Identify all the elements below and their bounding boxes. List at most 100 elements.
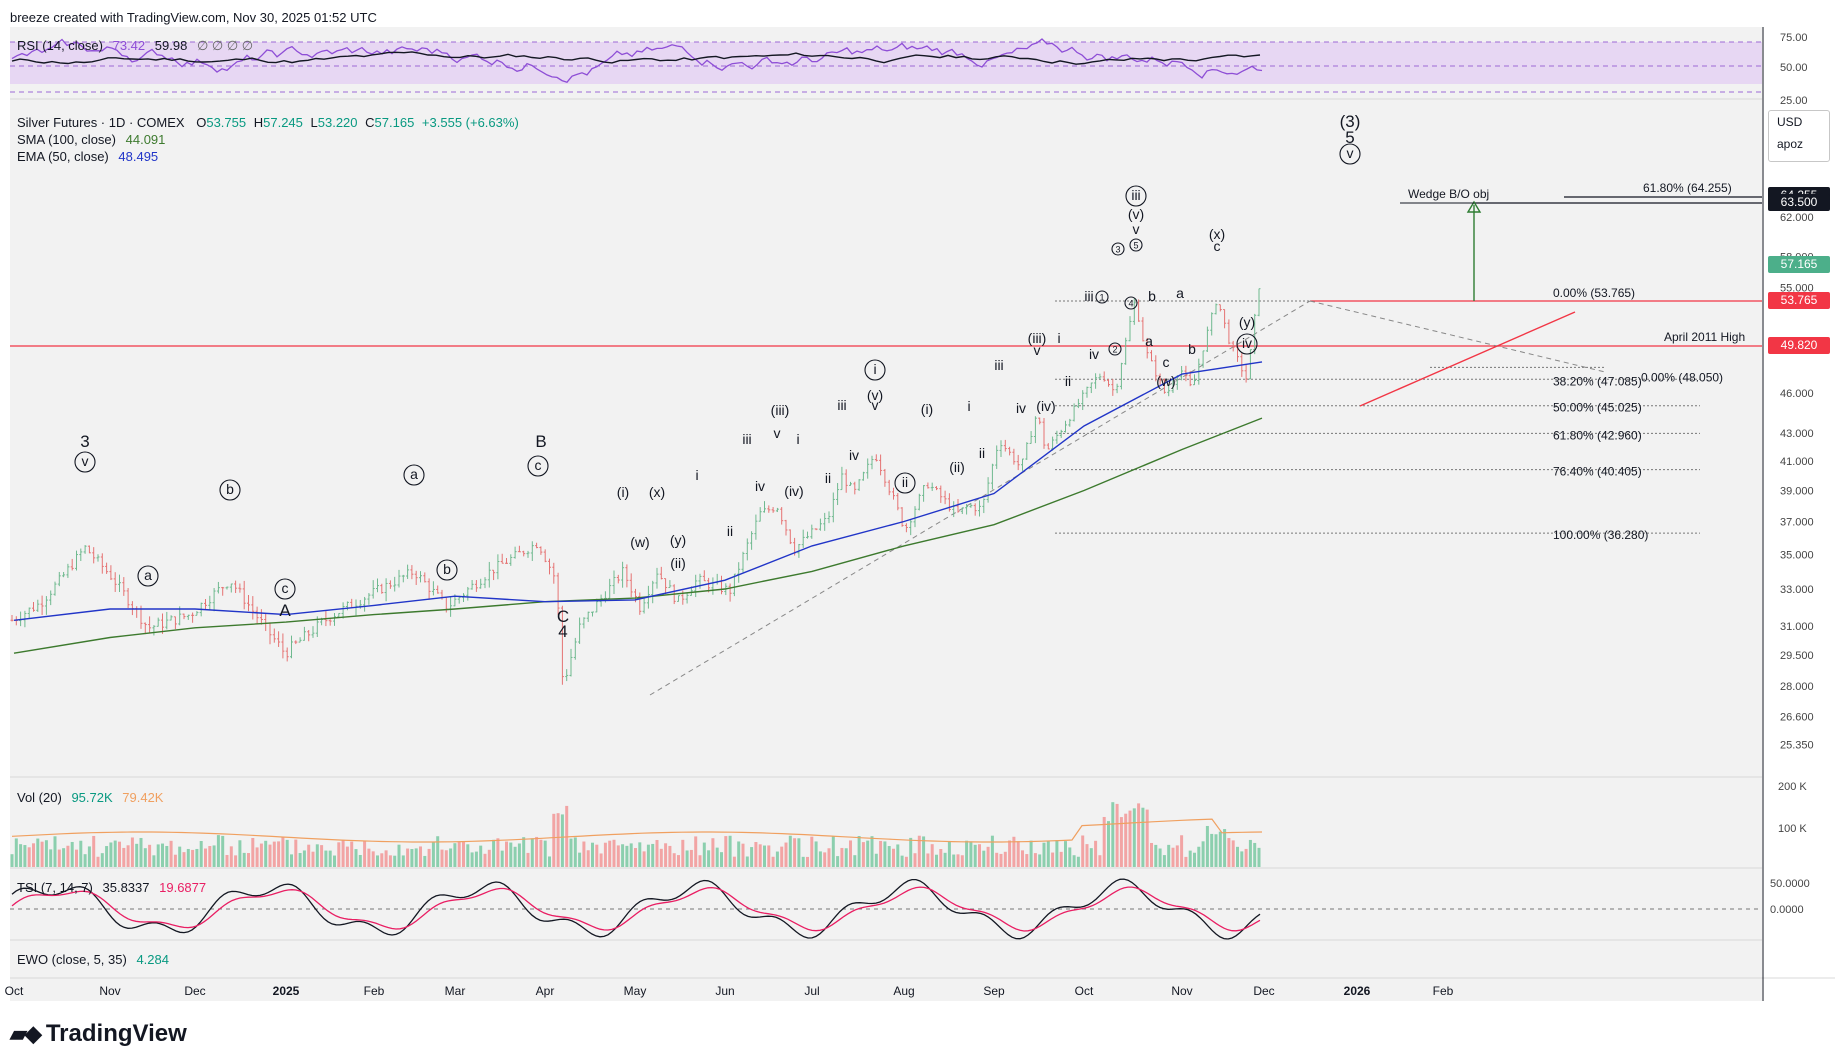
volume-bar [990,835,994,867]
wave-label: v [1347,145,1354,161]
price-tick: 25.350 [1780,740,1814,752]
price-tick: 28.000 [1780,681,1814,693]
wedge-objective-arrowhead [1466,200,1482,213]
price-axis-ticks: 62.00058.00055.00046.00043.00041.00039.0… [1780,212,1814,752]
wave-label: ii [727,523,733,539]
wave-label: (i) [617,484,629,500]
price-tag[interactable]: 49.820 [1768,336,1830,354]
volume-bar [797,838,801,867]
volume-bar [388,855,392,867]
volume-bar [259,843,263,867]
tsi-legend[interactable]: TSI (7, 14, 7) 35.8337 19.6877 [17,879,206,896]
currency-unit-selector[interactable]: USD apoz [1768,110,1830,162]
price-tag[interactable]: 53.765 [1768,292,1830,309]
volume-bar [982,850,986,867]
volume-bar [965,840,969,867]
wave-label: a [1176,285,1184,301]
price-candles [10,288,1261,685]
tradingview-logo[interactable]: ▰◆ TradingView [10,1020,187,1048]
volume-bar [801,856,805,867]
volume-bar [698,855,702,867]
rsi-line [11,38,1263,83]
volume-bar [247,853,250,867]
main-legend[interactable]: Silver Futures · 1D · COMEX O53.755 H57.… [17,114,519,131]
ohlc-open: 53.755 [206,115,247,130]
volume-bar [664,843,668,867]
volume-bar [1145,809,1149,867]
price-tick: 46.000 [1780,388,1814,400]
wave-circle [1108,342,1122,356]
volume-bar [152,855,156,867]
wave-label: A [279,601,291,620]
wave-label: ii [825,470,831,486]
sma-legend[interactable]: SMA (100, close) 44.091 [17,131,165,148]
wave-label: b [1148,288,1156,304]
ohlc-open-label: O [196,115,207,130]
wave-label: iv [1242,335,1252,351]
volume-bar [780,846,784,867]
volume-bar [827,848,831,867]
volume-bar [857,836,861,867]
wave-label: v [872,397,879,413]
volume-bar [337,842,341,867]
volume-bar [1218,831,1222,867]
time-tick: Feb [364,984,385,998]
volume-bar [625,845,629,867]
volume-bar [238,840,242,867]
volume-bar [578,852,582,867]
volume-bar [1081,835,1085,867]
volume-bar [763,845,766,867]
wave-label: 3 [80,432,89,451]
volume-bar [1085,844,1089,867]
volume-bar [956,854,960,867]
volume-bar [371,851,375,867]
volume-bar [440,849,444,867]
wave-label: b [1188,341,1196,357]
time-tick: 2025 [273,984,300,998]
volume-bar [1240,851,1244,867]
tsi-signal-line [11,886,1261,932]
ema-legend-label: EMA (50, close) [17,149,109,164]
ewo-legend[interactable]: EWO (close, 5, 35) 4.284 [17,951,169,968]
volume-bar [978,844,981,867]
rsi-legend[interactable]: RSI (14, close) 73.42 59.98 ∅ ∅ ∅ ∅ [17,37,253,54]
tradingview-logo-icon: ▰◆ [10,1021,42,1046]
wave-label: ii [902,474,908,490]
rsi-tick-25: 25.00 [1780,95,1808,107]
price-tag[interactable]: 63.500 [1768,193,1830,211]
wave-label: 5 [1133,241,1138,251]
price-tag[interactable]: 57.165 [1768,255,1830,273]
volume-bar [83,854,87,867]
volume-bar [1046,841,1050,867]
volume-bar [14,838,18,867]
volume-bar [616,845,620,867]
volume-bar [251,837,255,867]
symbol-title: Silver Futures · 1D · COMEX [17,115,185,130]
tsi-pane: 50.0000 0.0000 [10,878,1810,940]
volume-bar [410,848,414,867]
vol-legend[interactable]: Vol (20) 95.72K 79.42K [17,789,163,806]
wave-circle [527,455,549,477]
wave-circle [219,479,241,501]
volume-bar [1008,840,1012,867]
volume-bar [930,844,934,867]
wave-label: (ii) [949,459,965,475]
volume-bar [500,850,504,867]
volume-bar [1111,802,1115,867]
ema-legend[interactable]: EMA (50, close) 48.495 [17,148,158,165]
volume-bar [311,851,315,867]
volume-bar [496,838,500,867]
volume-bar [896,844,900,867]
volume-bar [659,848,663,867]
volume-bar [333,855,336,867]
volume-bar [1012,836,1016,867]
volume-bar [191,849,195,867]
volume-bar [212,845,216,867]
fib-level-label: 100.00% (36.280) [1553,528,1648,542]
wave-circle [1125,185,1147,207]
wave-circle [274,578,296,600]
volume-bar [255,847,259,867]
time-tick: Jul [804,984,819,998]
wave-label: C [557,607,569,626]
